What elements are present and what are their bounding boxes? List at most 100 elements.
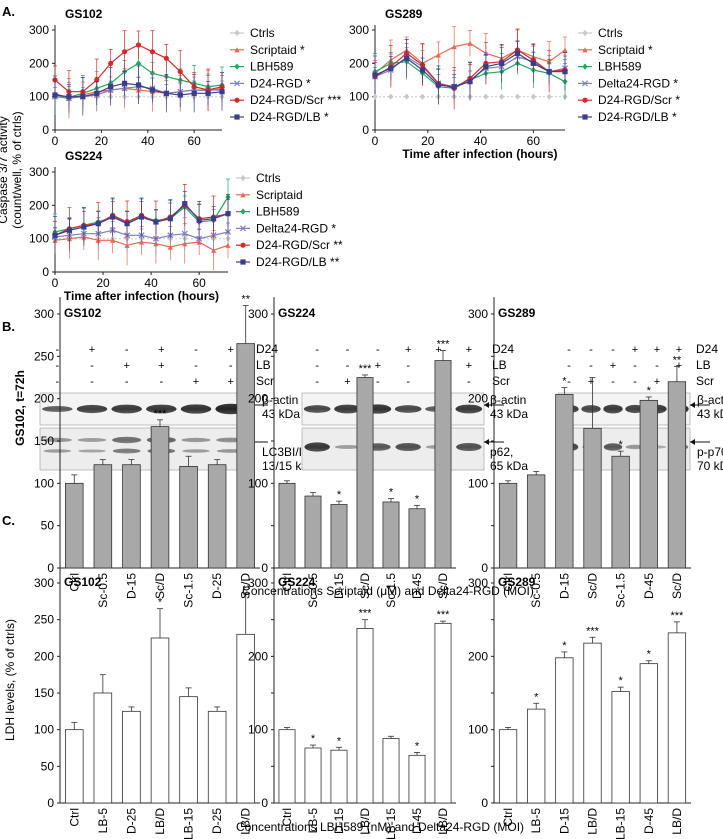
legend-label: D24-RGD/LB ** (256, 255, 340, 269)
series-marker (546, 69, 552, 75)
lane-sign: + (676, 360, 682, 372)
lane-sign: + (676, 344, 682, 356)
protein-band (603, 404, 623, 414)
lane-sign: - (611, 344, 615, 356)
series-marker (240, 259, 246, 265)
ylabel-line: (count/well, % of ctrls) (10, 111, 24, 228)
lane-sign: + (158, 344, 164, 356)
lane-sign: + (632, 344, 638, 356)
category-label: Ctrl (501, 808, 515, 827)
significance-label: *** (359, 363, 373, 375)
panel-a-label: A. (2, 4, 15, 19)
y-tick-label: 0 (261, 561, 268, 575)
lane-sign: - (194, 344, 198, 356)
y-tick-label: 300 (34, 307, 54, 321)
category-label: LB-5 (306, 808, 320, 834)
row-label: Scr (256, 374, 274, 388)
x-axis-label: Time after infection (hours) (64, 289, 219, 303)
bar (65, 482, 84, 569)
series-marker (582, 63, 588, 70)
x-tick-label: 0 (52, 134, 59, 148)
series-5 (52, 65, 225, 116)
significance-label: * (647, 385, 652, 397)
protein-band (625, 444, 645, 450)
significance-label: * (158, 597, 163, 609)
significance-label: ** (673, 354, 682, 366)
significance-label: * (534, 691, 539, 703)
series-marker (530, 60, 536, 66)
y-tick-label: 300 (248, 576, 268, 590)
series-marker (388, 93, 394, 100)
blot-frame-bottom (301, 427, 485, 471)
bar (667, 381, 687, 569)
series-marker (499, 60, 505, 66)
x-tick-label: 60 (192, 276, 206, 290)
series-marker (167, 216, 173, 222)
significance-label: *** (154, 408, 168, 420)
y-tick-label: 300 (468, 307, 488, 321)
lane-sign: - (194, 360, 198, 372)
bar (207, 710, 227, 804)
series-marker (419, 67, 426, 73)
protein-band (303, 405, 331, 413)
bottom-band-label: p-p70S670 kDa (697, 445, 723, 473)
series-marker (582, 97, 588, 103)
lane-sign: - (376, 376, 380, 388)
panel-b-side-label: GS102, t=72h (13, 370, 27, 446)
lane-sign: + (435, 344, 441, 356)
series-marker (167, 244, 173, 250)
y-tick-label: 0 (47, 561, 54, 575)
lane-sign: + (466, 360, 472, 372)
bar (639, 663, 658, 804)
series-marker (196, 217, 202, 223)
series-marker (435, 52, 441, 58)
y-tick-label: 0 (481, 561, 488, 575)
lane-sign: - (567, 360, 571, 372)
lane-sign: + (405, 344, 411, 356)
x-tick-label: 40 (141, 134, 155, 148)
y-tick-label: 250 (34, 349, 54, 363)
y-tick-label: 150 (34, 686, 54, 700)
legend-entry: D24-RGD/Scr * (578, 93, 680, 107)
series-marker (219, 89, 225, 95)
lane-sign: - (90, 376, 94, 388)
y-tick-label: 100 (468, 476, 488, 490)
category-label: LB/D (239, 808, 253, 835)
series-marker (499, 93, 505, 100)
legend-label: LBH589 (256, 205, 300, 219)
legend-entry: D24-RGD * (230, 76, 311, 90)
bar (150, 637, 170, 804)
category-label: Ctrl (501, 573, 515, 592)
lane-sign: - (589, 344, 593, 356)
bar (236, 343, 255, 569)
series-marker (124, 221, 130, 227)
series-marker (135, 82, 142, 88)
category-label: Sc/D (670, 573, 684, 599)
series-marker (514, 93, 521, 100)
lane-sign: - (55, 376, 59, 388)
series-marker (514, 50, 521, 56)
panel-c-ylabel: LDH levels, (% of ctrls) (3, 619, 17, 741)
bar (65, 729, 84, 804)
lane-sign: - (567, 344, 571, 356)
y-tick-label: 200 (34, 649, 54, 663)
bar (555, 657, 574, 804)
category-label: LB-15 (182, 808, 196, 839)
significance-label: *** (359, 608, 373, 620)
protein-band (334, 404, 361, 414)
series-marker (562, 47, 568, 53)
row-label: D24 (256, 342, 278, 356)
bar (667, 632, 687, 804)
series-marker (239, 225, 247, 232)
series-marker (52, 92, 58, 98)
arrow-head (484, 402, 489, 408)
lane-sign: - (346, 344, 350, 356)
label-line: p-p70S6 (697, 445, 723, 459)
lane-sign: + (610, 360, 616, 372)
series-marker (240, 208, 246, 215)
lane-sign: - (633, 360, 637, 372)
panel-a-ylabel: Caspase 3/7 activity(count/well, % of ct… (0, 111, 24, 228)
